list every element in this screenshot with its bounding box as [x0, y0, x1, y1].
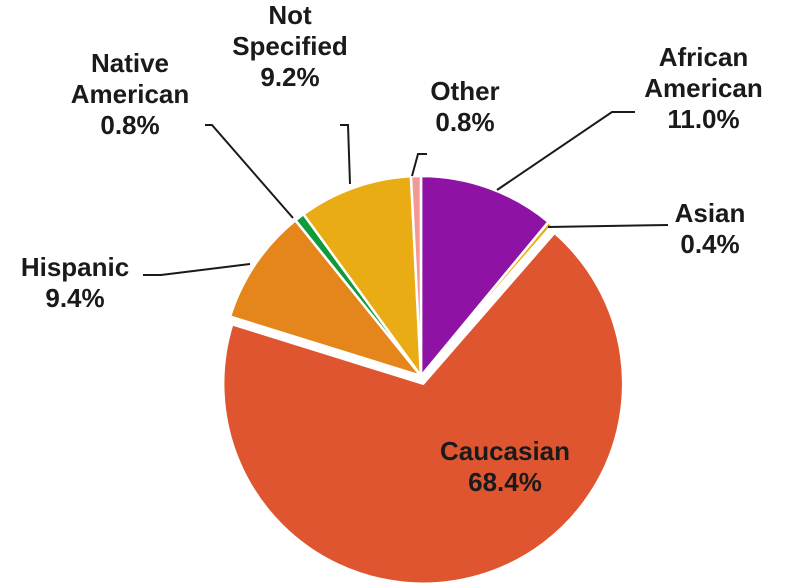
label-hispanic: Hispanic 9.4% [0, 252, 150, 314]
slice-not-specified [302, 175, 423, 378]
label-asian-name: Asian [674, 198, 746, 228]
label-native-american-line2: American [70, 79, 190, 109]
label-not-specified: Not Specified 9.2% [210, 0, 370, 93]
label-not-specified-line2: Specified [232, 31, 348, 61]
slice-african-american [419, 174, 550, 378]
label-african-american-line1: African [658, 42, 749, 72]
leader-hispanic [143, 263, 251, 276]
label-caucasian: Caucasian 68.4% [405, 436, 605, 498]
leader-not-specified [340, 124, 351, 185]
label-asian-value: 0.4% [680, 229, 740, 259]
slice-other [409, 174, 423, 378]
slice-hispanic [228, 219, 423, 378]
slice-asian [419, 220, 554, 378]
label-native-american: Native American 0.8% [40, 48, 220, 141]
label-hispanic-name: Hispanic [20, 252, 130, 282]
label-caucasian-value: 68.4% [468, 467, 542, 497]
label-not-specified-value: 9.2% [260, 62, 320, 92]
leader-asian [547, 224, 669, 228]
label-caucasian-name: Caucasian [439, 436, 571, 466]
label-other-value: 0.8% [435, 107, 495, 137]
label-african-american-value: 11.0% [667, 104, 740, 134]
label-african-american-line2: American [644, 73, 763, 103]
label-not-specified-line1: Not [268, 0, 312, 30]
label-hispanic-value: 9.4% [45, 283, 105, 313]
leader-other [411, 153, 427, 177]
label-other-name: Other [430, 76, 500, 106]
leader-native-american [205, 124, 294, 219]
label-asian: Asian 0.4% [650, 198, 770, 260]
label-african-american: African American 11.0% [616, 42, 791, 135]
label-native-american-line1: Native [90, 48, 170, 78]
slice-caucasian [221, 231, 625, 585]
label-native-american-value: 0.8% [100, 110, 160, 140]
leader-african-american [496, 111, 635, 191]
label-other: Other 0.8% [405, 76, 525, 138]
